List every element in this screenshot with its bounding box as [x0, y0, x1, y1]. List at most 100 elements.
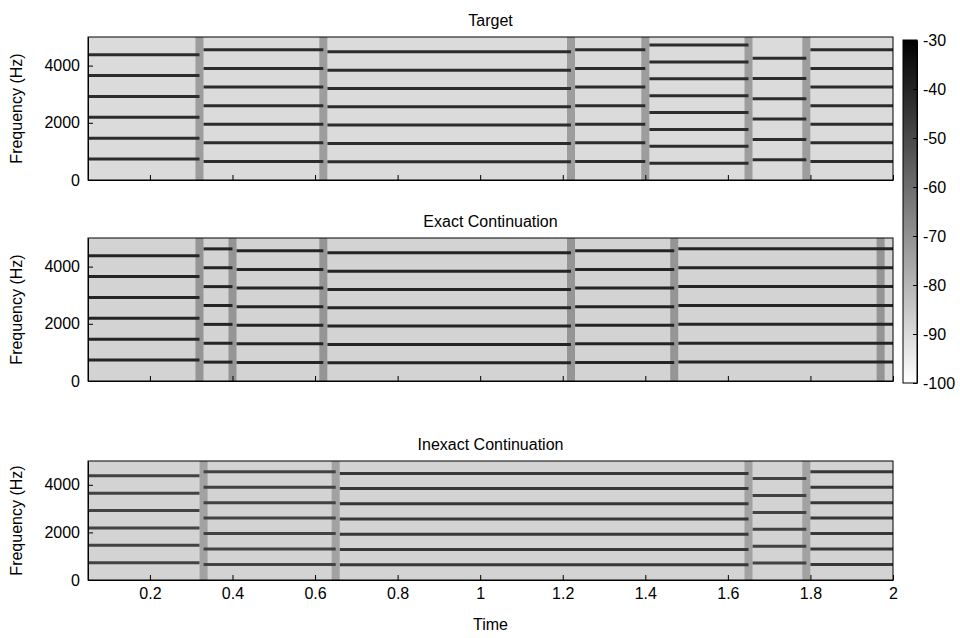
y-axis-title: Frequency (Hz)	[8, 254, 25, 364]
onset-band	[567, 37, 575, 180]
figure: 020004000TargetFrequency (Hz)-30-40-50-6…	[0, 0, 960, 638]
y-tick-mark	[88, 180, 93, 181]
y-axis-title: Frequency (Hz)	[8, 465, 25, 575]
colorbar-tick: -100	[913, 375, 955, 392]
harmonic-track	[575, 67, 645, 70]
harmonic-track	[204, 323, 233, 326]
x-tick-mark	[645, 175, 646, 180]
y-tick: 0	[71, 373, 93, 390]
y-tick-mark	[88, 267, 93, 268]
harmonic-track	[340, 563, 749, 566]
harmonic-track	[810, 160, 893, 163]
harmonic-track	[753, 562, 807, 565]
x-tick-mark	[810, 376, 811, 381]
harmonic-track	[88, 492, 199, 495]
colorbar-tick: -80	[913, 277, 946, 294]
plot-frame	[88, 37, 893, 180]
x-tick-label: 0.6	[304, 585, 326, 602]
harmonic-track	[575, 287, 674, 290]
harmonic-track	[204, 67, 324, 70]
harmonic-track	[204, 104, 324, 107]
x-tick: 1.8	[800, 575, 822, 602]
x-tick-mark	[563, 175, 564, 180]
spectrogram-floor	[88, 461, 893, 580]
harmonic-track	[327, 124, 571, 127]
plot-area	[88, 461, 893, 580]
x-tick-mark	[315, 376, 316, 381]
plot-area	[88, 238, 893, 381]
x-axis-title: Time	[473, 616, 508, 633]
harmonic-track	[810, 86, 893, 89]
colorbar-tick: -60	[913, 179, 946, 196]
x-tick: 1	[476, 575, 485, 602]
y-tick-mark	[88, 381, 93, 382]
colorbar-tick-mark	[913, 383, 917, 384]
colorbar-tick: -40	[913, 81, 946, 98]
x-tick	[232, 376, 233, 381]
x-tick-mark	[398, 575, 399, 580]
x-tick: 1.2	[552, 575, 574, 602]
colorbar-tick: -90	[913, 326, 946, 343]
x-tick-label: 1.6	[717, 585, 739, 602]
harmonic-track	[88, 359, 199, 362]
colorbar-axis-line	[917, 41, 918, 384]
x-tick	[480, 175, 481, 180]
harmonic-track	[810, 104, 893, 107]
harmonic-track	[649, 60, 748, 63]
harmonic-track	[575, 86, 645, 89]
harmonic-track	[204, 342, 233, 345]
x-tick	[398, 376, 399, 381]
x-axis-line	[89, 180, 894, 181]
harmonic-track	[649, 128, 748, 131]
harmonic-track	[88, 53, 199, 56]
x-tick-label: 1.2	[552, 585, 574, 602]
harmonic-track	[327, 69, 571, 72]
x-tick	[728, 376, 729, 381]
spectrogram-floor	[88, 238, 893, 381]
panel-title: Inexact Continuation	[418, 436, 564, 453]
colorbar-tick: -30	[913, 32, 946, 49]
harmonic-track	[575, 324, 674, 327]
onset-band	[745, 37, 753, 180]
colorbar-tick-mark	[913, 334, 917, 335]
colorbar-tick-label: -90	[923, 326, 946, 343]
x-tick	[810, 376, 811, 381]
colorbar-axis: -30-40-50-60-70-80-90-100	[913, 32, 955, 392]
y-tick-label: 2000	[44, 114, 80, 131]
harmonic-track	[237, 268, 324, 271]
x-tick: 1.6	[717, 575, 739, 602]
colorbar-tick-label: -60	[923, 179, 946, 196]
harmonic-track	[575, 160, 645, 163]
harmonic-track	[810, 501, 893, 504]
harmonic-track	[753, 77, 807, 80]
harmonic-track	[753, 494, 807, 497]
y-tick: 4000	[44, 57, 93, 74]
x-tick	[645, 376, 646, 381]
x-tick-mark	[150, 376, 151, 381]
harmonic-track	[753, 511, 807, 514]
x-tick-mark	[645, 575, 646, 580]
x-tick	[563, 376, 564, 381]
x-tick-mark	[563, 575, 564, 580]
x-tick-label: 0.8	[387, 585, 409, 602]
x-axis	[89, 175, 894, 181]
harmonic-track	[575, 305, 674, 308]
harmonic-track	[649, 77, 748, 80]
harmonic-track	[204, 285, 233, 288]
harmonic-track	[204, 304, 233, 307]
x-tick-mark	[893, 175, 894, 180]
x-tick	[150, 175, 151, 180]
harmonic-track	[88, 254, 199, 257]
harmonic-track	[88, 474, 199, 477]
harmonic-track	[810, 141, 893, 144]
onset-band	[567, 238, 575, 381]
x-tick-label: 1.4	[635, 585, 657, 602]
panel-title: Exact Continuation	[423, 213, 557, 230]
x-tick-label: 0.2	[139, 585, 161, 602]
colorbar-tick: -50	[913, 130, 946, 147]
onset-band	[877, 238, 885, 381]
harmonic-track	[678, 361, 893, 364]
x-tick-mark	[315, 175, 316, 180]
y-tick-mark	[88, 485, 93, 486]
harmonic-track	[649, 94, 748, 97]
